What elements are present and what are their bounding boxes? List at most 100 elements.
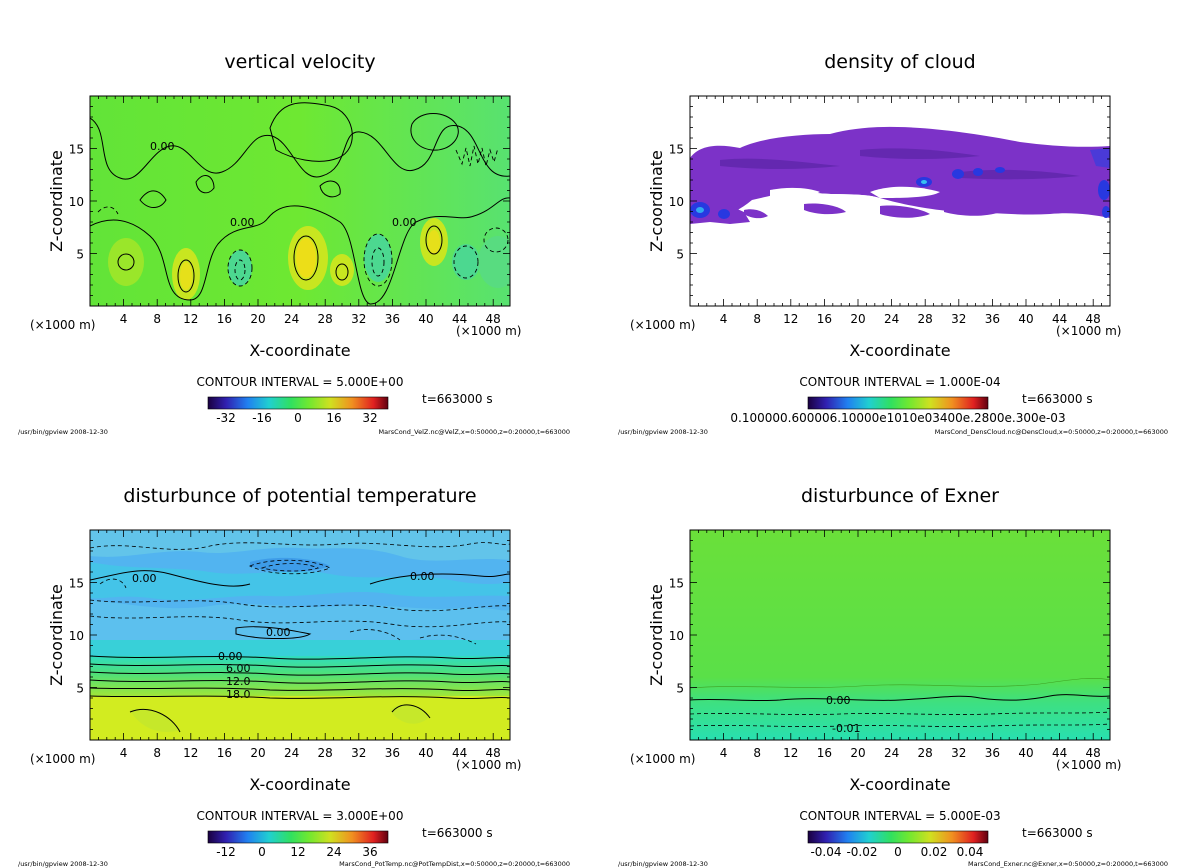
x-tick-label: 8 — [153, 312, 161, 326]
x-ticks: 4 8 12 16 20 24 28 32 36 40 44 48510150.100000.6000… — [669, 96, 1110, 425]
colorbar-tick-label: 0.02 — [921, 845, 948, 859]
x-tick-label: 44 — [452, 746, 467, 760]
colorbar-tick-label: 24 — [326, 845, 341, 859]
x-tick-label: 36 — [385, 746, 400, 760]
x-tick-label: 32 — [951, 312, 966, 326]
x-axis-label: X-coordinate — [849, 775, 950, 794]
colorbar-tick-label: 16 — [326, 411, 341, 425]
colorbar-tick-label: -0.02 — [846, 845, 877, 859]
x-tick-label: 48 — [486, 746, 501, 760]
x-tick-label: 28 — [318, 746, 333, 760]
contour-label: 0.00 — [826, 694, 851, 707]
x-tick-label: 12 — [183, 746, 198, 760]
x-unit-left: (×1000 m) — [630, 752, 695, 766]
x-axis-label: X-coordinate — [249, 775, 350, 794]
x-tick-label: 8 — [753, 746, 761, 760]
colorbar-tick-label: 0.04 — [957, 845, 984, 859]
x-tick-label: 28 — [318, 312, 333, 326]
y-tick-label: 15 — [69, 143, 84, 157]
x-tick-label: 20 — [850, 312, 865, 326]
colorbar-tick-label: 0 — [258, 845, 266, 859]
x-tick-label: 40 — [1018, 312, 1033, 326]
x-tick-label: 36 — [385, 312, 400, 326]
y-tick-label: 10 — [669, 629, 684, 643]
contour-label: 0.00 — [392, 216, 417, 229]
footer-left: /usr/bin/gpview 2008-12-30 — [18, 428, 108, 436]
panel-density-of-cloud: density of cloud — [618, 51, 1168, 436]
y-tick-label: 5 — [76, 682, 84, 696]
colorbar — [807, 830, 989, 844]
x-tick-label: 36 — [985, 312, 1000, 326]
x-tick-label: 12 — [783, 312, 798, 326]
x-tick-label: 40 — [418, 312, 433, 326]
colorbar-tick-label: 0 — [294, 411, 302, 425]
y-axis-label: Z-coordinate — [647, 584, 666, 686]
contour-field: 0.00 0.00 0.00 — [90, 96, 510, 306]
x-tick-label: 24 — [284, 746, 299, 760]
y-tick-label: 15 — [69, 577, 84, 591]
contour-field: 0.00 0.00 0.00 0.00 6.00 12.0 18.0 — [90, 530, 510, 740]
footer-left: /usr/bin/gpview 2008-12-30 — [618, 860, 708, 868]
x-tick-label: 20 — [250, 746, 265, 760]
time-label: t=663000 s — [422, 392, 493, 406]
colorbar-tick-label: 0.100000.600006.10000e1010e03400e.2800e.… — [730, 411, 1065, 425]
x-tick-label: 32 — [351, 746, 366, 760]
x-tick-label: 8 — [153, 746, 161, 760]
x-tick-label: 8 — [753, 312, 761, 326]
contour-interval: CONTOUR INTERVAL = 1.000E-04 — [799, 375, 1000, 389]
colorbar-tick-label: 32 — [362, 411, 377, 425]
y-tick-label: 5 — [676, 248, 684, 262]
colorbar-tick-label: -16 — [252, 411, 272, 425]
x-tick-label: 16 — [217, 746, 232, 760]
x-unit-right: (×1000 m) — [456, 758, 521, 772]
x-unit-left: (×1000 m) — [30, 318, 95, 332]
footer-right: MarsCond_VelZ.nc@VelZ,x=0:50000,z=0:2000… — [379, 428, 570, 436]
time-label: t=663000 s — [422, 826, 493, 840]
y-tick-label: 10 — [669, 195, 684, 209]
panel-vertical-velocity: vertical velocity — [18, 51, 570, 436]
contour-label: 0.00 — [218, 650, 243, 663]
colorbar-tick-label: 12 — [290, 845, 305, 859]
contour-label: 12.0 — [226, 675, 251, 688]
x-unit-left: (×1000 m) — [30, 752, 95, 766]
y-tick-label: 10 — [69, 195, 84, 209]
colorbar-tick-label: 36 — [362, 845, 377, 859]
x-tick-label: 48 — [1086, 312, 1101, 326]
contour-interval: CONTOUR INTERVAL = 3.000E+00 — [197, 809, 404, 823]
x-tick-label: 20 — [850, 746, 865, 760]
x-tick-label: 44 — [1052, 312, 1067, 326]
contour-interval: CONTOUR INTERVAL = 5.000E-03 — [799, 809, 1000, 823]
x-tick-label: 4 — [720, 312, 728, 326]
contour-label: -0.01 — [832, 722, 860, 735]
panel-potential-temperature: disturbunce of potential temperature — [18, 485, 570, 868]
contour-label: 0.00 — [150, 140, 175, 153]
x-tick-label: 4 — [120, 312, 128, 326]
x-tick-label: 36 — [985, 746, 1000, 760]
panel-title: vertical velocity — [224, 51, 375, 73]
y-tick-label: 15 — [669, 143, 684, 157]
x-axis-label: X-coordinate — [849, 341, 950, 360]
colorbar-tick-label: -12 — [216, 845, 236, 859]
y-axis-label: Z-coordinate — [47, 150, 66, 252]
x-tick-label: 40 — [1018, 746, 1033, 760]
x-unit-left: (×1000 m) — [630, 318, 695, 332]
panel-title: disturbunce of Exner — [801, 485, 999, 507]
x-unit-right: (×1000 m) — [1056, 758, 1121, 772]
contour-label: 0.00 — [132, 572, 157, 585]
contour-label: 0.00 — [230, 216, 255, 229]
x-tick-label: 48 — [1086, 746, 1101, 760]
contour-label: 6.00 — [226, 662, 251, 675]
time-label: t=663000 s — [1022, 826, 1093, 840]
x-tick-label: 40 — [418, 746, 433, 760]
contour-label: 0.00 — [266, 626, 291, 639]
x-tick-label: 12 — [783, 746, 798, 760]
x-tick-label: 24 — [284, 312, 299, 326]
y-tick-label: 5 — [676, 682, 684, 696]
colorbar — [207, 830, 389, 844]
y-axis-label: Z-coordinate — [647, 150, 666, 252]
footer-right: MarsCond_DensCloud.nc@DensCloud,x=0:5000… — [935, 428, 1168, 436]
